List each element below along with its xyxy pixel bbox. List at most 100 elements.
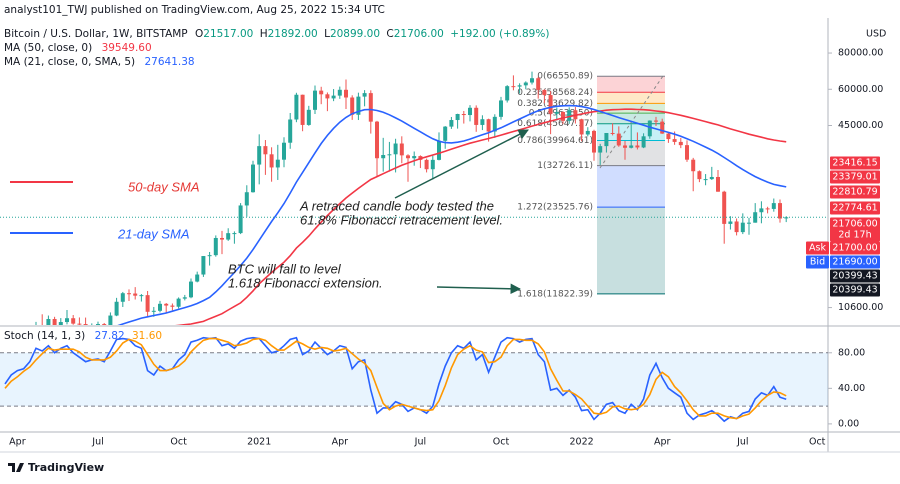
candle-body bbox=[195, 274, 200, 282]
candle-body bbox=[709, 176, 714, 180]
stoch-d-value: 31.60 bbox=[132, 330, 162, 342]
y-tick-label: 45000.00 bbox=[838, 120, 883, 131]
price-badge-label: 21690.00 bbox=[832, 257, 877, 268]
candle-body bbox=[641, 136, 646, 148]
candle-body bbox=[251, 164, 255, 193]
candle-body bbox=[375, 121, 379, 159]
stoch-y-tick-label: 0.00 bbox=[838, 418, 859, 429]
fib-band bbox=[597, 165, 665, 208]
price-badge bbox=[830, 217, 880, 242]
price-badge-label: 20399.43 bbox=[832, 271, 877, 282]
candle-body bbox=[542, 89, 547, 96]
price-badge bbox=[830, 269, 880, 283]
candle-body bbox=[678, 141, 683, 146]
ma21-name: MA (21, close, 0, SMA, 5) bbox=[4, 56, 135, 68]
candle-body bbox=[449, 120, 454, 127]
x-tick-label: Oct bbox=[809, 437, 826, 448]
candle-body bbox=[430, 159, 435, 170]
fib-label: 1.618(11822.39) bbox=[517, 289, 593, 299]
candle-body bbox=[275, 159, 280, 168]
candle-body bbox=[306, 109, 311, 125]
x-tick-label: 2022 bbox=[570, 437, 594, 448]
price-badge-prefix bbox=[806, 255, 829, 269]
candle-body bbox=[486, 119, 491, 132]
candle-body bbox=[176, 298, 181, 307]
fib-label: 0(66550.89) bbox=[537, 72, 593, 82]
candle-body bbox=[356, 96, 361, 115]
stoch-y-tick-label: 80.00 bbox=[838, 347, 865, 358]
candle-body bbox=[344, 89, 348, 98]
y-tick-label: 80000.00 bbox=[838, 48, 883, 59]
price-badge bbox=[830, 283, 880, 297]
target-note: BTC will fall to level bbox=[228, 261, 342, 276]
candle-body bbox=[319, 90, 324, 95]
ma50-value: 39549.60 bbox=[102, 42, 152, 54]
candle-body bbox=[747, 222, 751, 224]
candle-body bbox=[96, 324, 100, 325]
fib-band bbox=[597, 113, 665, 124]
candle-body bbox=[474, 107, 479, 125]
candle-body bbox=[716, 176, 720, 192]
candle-body bbox=[759, 208, 764, 213]
stoch-line bbox=[4, 336, 787, 423]
brand: TradingView bbox=[28, 461, 104, 474]
ma50-legend: MA (50, close, 0) 39549.60 bbox=[4, 42, 152, 54]
candle-body bbox=[765, 208, 770, 210]
fib-label: 0.5(49638.50) bbox=[529, 109, 593, 119]
price-badge-label: 23416.15 bbox=[832, 158, 877, 169]
price-badge-prefix bbox=[806, 241, 829, 255]
candle-body bbox=[337, 89, 342, 96]
candle-body bbox=[313, 90, 317, 110]
price-badge-label: 22810.79 bbox=[832, 187, 877, 198]
candle-body bbox=[455, 114, 460, 121]
candle-body bbox=[554, 111, 559, 114]
ma21-value: 27641.38 bbox=[145, 56, 195, 68]
x-tick-label: Jul bbox=[414, 437, 426, 448]
candle-body bbox=[585, 130, 590, 135]
price-badge bbox=[830, 241, 880, 255]
price-pane: 0(66550.89) 0.236(58568.24)0.382(53629.82… bbox=[0, 71, 828, 325]
candle-body bbox=[331, 95, 336, 99]
candle-body bbox=[213, 237, 218, 256]
candle-body bbox=[771, 203, 776, 209]
candle-body bbox=[108, 315, 113, 325]
candle-body bbox=[368, 93, 373, 122]
candle-body bbox=[647, 120, 652, 137]
ohlc-value: 20899.00 bbox=[330, 28, 380, 40]
candle-body bbox=[666, 133, 671, 140]
y-tick-label: 10600.00 bbox=[838, 302, 883, 313]
ohlc-key: O bbox=[195, 28, 203, 40]
candle-body bbox=[46, 319, 51, 325]
candle-body bbox=[592, 130, 596, 153]
fib-label: 0.786(39964.61) bbox=[517, 136, 593, 146]
candle-body bbox=[393, 143, 398, 155]
sma50-label: 50-day SMA bbox=[128, 179, 200, 194]
ohlc-key: C bbox=[386, 28, 393, 40]
candle-body bbox=[263, 146, 268, 155]
candle-body bbox=[127, 293, 131, 295]
candle-body bbox=[778, 203, 782, 219]
fib-band bbox=[597, 103, 665, 114]
candle-body bbox=[52, 319, 57, 325]
fib-label: 1.272(23525.76) bbox=[517, 203, 593, 213]
fib-band bbox=[597, 207, 665, 294]
candle-body bbox=[325, 94, 330, 99]
ma50-name: MA (50, close, 0) bbox=[4, 42, 92, 54]
price-badge-label: 20399.43 bbox=[832, 285, 877, 296]
candle-body bbox=[226, 233, 231, 240]
price-badge-sub: 2d 17h bbox=[838, 230, 871, 241]
ohlc-key: L bbox=[324, 28, 330, 40]
price-badge bbox=[830, 156, 880, 170]
candle-body bbox=[158, 303, 162, 311]
candle-body bbox=[635, 145, 640, 148]
candle-body bbox=[499, 100, 503, 117]
stoch-y-tick-label: 40.00 bbox=[838, 383, 865, 394]
candle-body bbox=[65, 318, 69, 323]
fib-test-note: A retraced candle body tested the bbox=[299, 198, 494, 213]
x-tick-label: Apr bbox=[9, 437, 26, 448]
candle-body bbox=[201, 256, 206, 275]
candle-body bbox=[120, 293, 125, 302]
candle-body bbox=[461, 114, 466, 116]
candle-body bbox=[151, 310, 156, 312]
candle-body bbox=[133, 293, 138, 296]
